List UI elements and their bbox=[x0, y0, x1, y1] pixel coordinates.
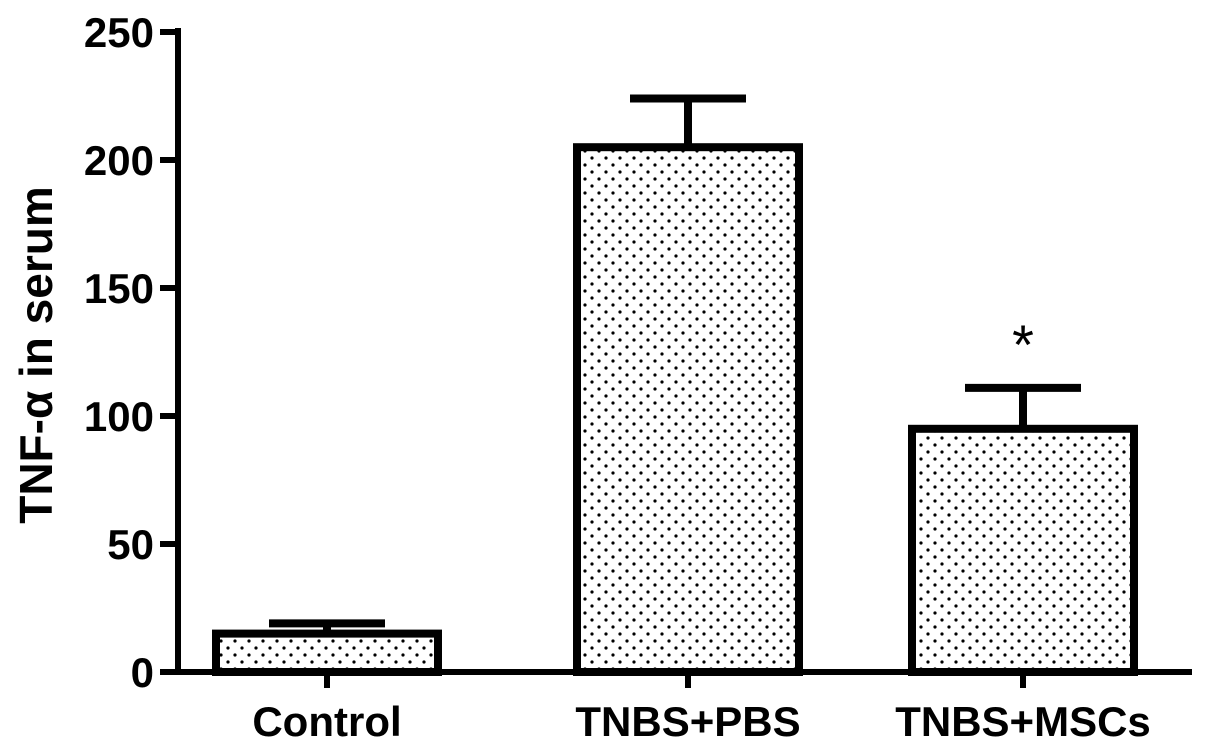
significance-asterisk: * bbox=[1012, 313, 1034, 376]
y-tick-label: 100 bbox=[84, 393, 154, 440]
x-tick-label: TNBS+MSCs bbox=[895, 698, 1151, 745]
bar-tnbs-pbs bbox=[573, 143, 803, 676]
x-tick-label: Control bbox=[252, 698, 401, 745]
y-tick-label: 0 bbox=[131, 649, 154, 696]
y-tick-label: 200 bbox=[84, 137, 154, 184]
y-tick-label: 150 bbox=[84, 265, 154, 312]
plot-area: 0 50 100 150 200 250 Control TNBS+PBS TNBS+MSCs * bbox=[84, 9, 1192, 745]
bar-control bbox=[212, 629, 442, 676]
y-axis-label: TNF-α in serum bbox=[10, 186, 62, 524]
y-tick-label: 50 bbox=[107, 521, 154, 568]
x-tick-label: TNBS+PBS bbox=[575, 698, 800, 745]
y-tick-label: 250 bbox=[84, 9, 154, 56]
bar-tnbs-mscs bbox=[908, 424, 1138, 676]
